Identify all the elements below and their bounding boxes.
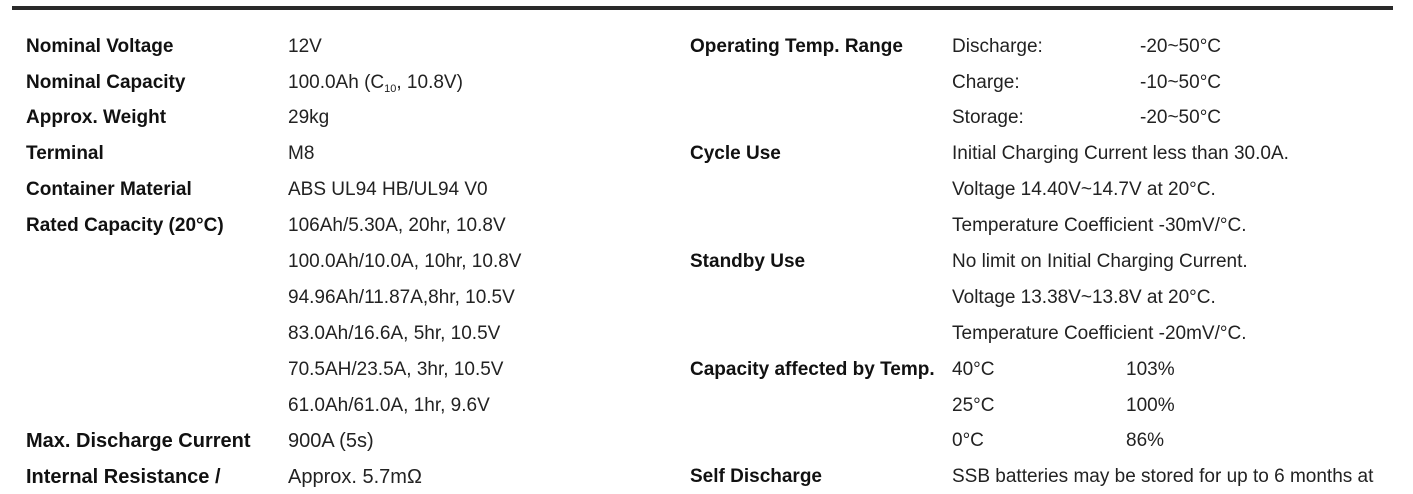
spec-label-internal-resistance: Internal Resistance /: [26, 466, 221, 488]
nominal-capacity-subscript: 10: [384, 83, 397, 95]
capacity-temp-temp: 40°C: [952, 359, 995, 380]
spec-value-approx-weight: 29kg: [288, 107, 330, 128]
top-rule: [12, 6, 1393, 10]
rated-capacity-row: 83.0Ah/16.6A, 5hr, 10.5V: [288, 323, 501, 344]
spec-label-standby-use: Standby Use: [690, 251, 806, 272]
capacity-temp-pct: 86%: [1126, 430, 1165, 451]
rated-capacity-row: 106Ah/5.30A, 20hr, 10.8V: [288, 215, 506, 236]
capacity-temp-pct: 103%: [1126, 359, 1175, 380]
spec-value-max-discharge: 900A (5s): [288, 430, 374, 452]
operating-temp-value: -10~50°C: [1140, 72, 1222, 93]
spec-value-terminal: M8: [288, 143, 315, 164]
spec-label-rated-capacity: Rated Capacity (20°C): [26, 215, 224, 236]
cycle-use-line: Initial Charging Current less than 30.0A…: [952, 143, 1289, 164]
nominal-capacity-pre: 100.0Ah (C: [288, 72, 385, 93]
operating-temp-value: -20~50°C: [1140, 36, 1222, 57]
spec-label-cycle-use: Cycle Use: [690, 143, 781, 164]
spec-label-self-discharge: Self Discharge: [690, 466, 822, 487]
rated-capacity-row: 61.0Ah/61.0A, 1hr, 9.6V: [288, 395, 490, 416]
spec-label-approx-weight: Approx. Weight: [26, 107, 167, 128]
operating-temp-name: Charge:: [952, 72, 1020, 93]
spec-value-internal-resistance: Approx. 5.7mΩ: [288, 466, 422, 488]
spec-value-nominal-capacity: 100.0Ah (C10, 10.8V): [288, 71, 463, 101]
standby-use-line: Voltage 13.38V~13.8V at 20°C.: [952, 287, 1216, 308]
capacity-temp-temp: 0°C: [952, 430, 984, 451]
spec-value-nominal-voltage: 12V: [288, 36, 322, 57]
cycle-use-line: Temperature Coefficient -30mV/°C.: [952, 215, 1247, 236]
spec-label-nominal-capacity: Nominal Capacity: [26, 72, 186, 93]
rated-capacity-row: 100.0Ah/10.0A, 10hr, 10.8V: [288, 251, 522, 272]
rated-capacity-row: 70.5AH/23.5A, 3hr, 10.5V: [288, 359, 504, 380]
spec-label-container-material: Container Material: [26, 179, 192, 200]
nominal-capacity-post: , 10.8V): [396, 72, 463, 93]
operating-temp-value: -20~50°C: [1140, 107, 1222, 128]
spec-label-terminal: Terminal: [26, 143, 104, 164]
standby-use-line: No limit on Initial Charging Current.: [952, 251, 1248, 272]
spec-label-max-discharge: Max. Discharge Current: [26, 430, 251, 452]
spec-label-capacity-temp: Capacity affected by Temp.: [690, 359, 935, 380]
capacity-temp-pct: 100%: [1126, 395, 1175, 416]
cycle-use-line: Voltage 14.40V~14.7V at 20°C.: [952, 179, 1216, 200]
operating-temp-name: Discharge:: [952, 36, 1043, 57]
rated-capacity-row: 94.96Ah/11.87A,8hr, 10.5V: [288, 287, 515, 308]
capacity-temp-temp: 25°C: [952, 395, 995, 416]
spec-label-operating-temp: Operating Temp. Range: [690, 36, 903, 57]
spec-label-nominal-voltage: Nominal Voltage: [26, 36, 174, 57]
operating-temp-name: Storage:: [952, 107, 1024, 128]
spec-value-container-material: ABS UL94 HB/UL94 V0: [288, 179, 488, 200]
spec-value-self-discharge: SSB batteries may be stored for up to 6 …: [952, 466, 1374, 487]
standby-use-line: Temperature Coefficient -20mV/°C.: [952, 323, 1247, 344]
